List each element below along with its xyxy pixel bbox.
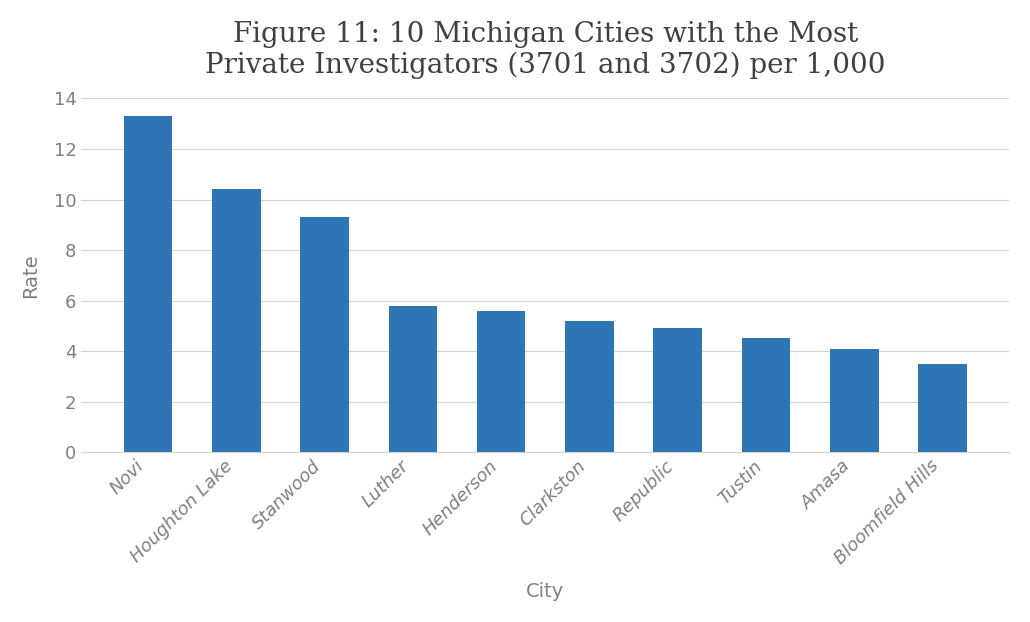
Bar (212, 190, 261, 452)
Bar (477, 310, 525, 452)
Bar (388, 305, 437, 452)
Y-axis label: Rate: Rate (21, 253, 40, 297)
X-axis label: City: City (526, 582, 564, 601)
Bar (653, 328, 702, 452)
Bar (565, 321, 614, 452)
Bar (301, 217, 349, 452)
Bar (742, 338, 790, 452)
Bar (830, 348, 879, 452)
Title: Figure 11: 10 Michigan Cities with the Most
Private Investigators (3701 and 3702: Figure 11: 10 Michigan Cities with the M… (205, 21, 886, 80)
Bar (919, 364, 967, 452)
Bar (124, 116, 172, 452)
